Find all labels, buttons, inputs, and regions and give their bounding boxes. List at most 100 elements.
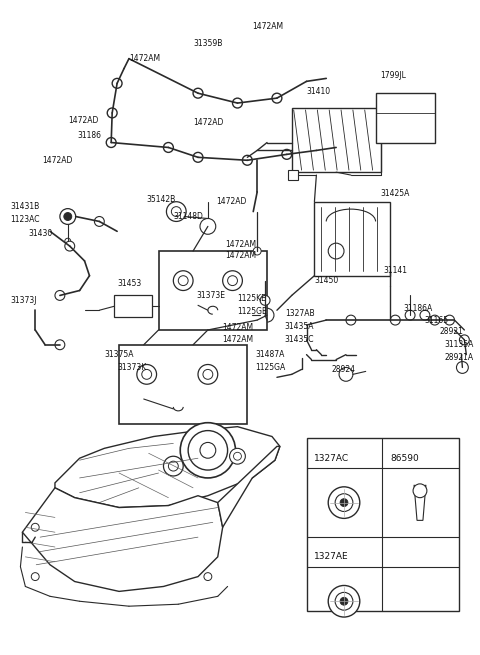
Circle shape <box>459 335 469 345</box>
Circle shape <box>193 88 203 98</box>
Circle shape <box>200 219 216 234</box>
Circle shape <box>228 276 238 286</box>
Circle shape <box>444 315 455 325</box>
Circle shape <box>188 430 228 470</box>
Text: 1472AD: 1472AD <box>68 117 98 125</box>
Text: 1125GA: 1125GA <box>255 363 286 372</box>
Polygon shape <box>23 488 223 591</box>
Circle shape <box>233 453 241 460</box>
Circle shape <box>95 217 104 227</box>
Circle shape <box>340 597 348 605</box>
Text: 1472AM: 1472AM <box>226 240 257 249</box>
Text: 1123AC: 1123AC <box>11 215 40 224</box>
Text: 1472AM: 1472AM <box>223 335 254 345</box>
Circle shape <box>390 315 400 325</box>
Circle shape <box>65 238 71 244</box>
Text: 31435C: 31435C <box>285 335 314 345</box>
Text: 1327AE: 1327AE <box>314 552 349 561</box>
Text: 31487A: 31487A <box>255 350 285 359</box>
Text: 1327AC: 1327AC <box>314 454 349 462</box>
Circle shape <box>171 206 181 217</box>
Circle shape <box>193 153 203 162</box>
Circle shape <box>272 93 282 103</box>
Text: 31135A: 31135A <box>444 340 474 349</box>
Circle shape <box>164 457 183 476</box>
Text: 1472AM: 1472AM <box>129 54 160 63</box>
Circle shape <box>328 487 360 518</box>
Polygon shape <box>55 426 280 508</box>
Text: 1472AM: 1472AM <box>226 252 257 261</box>
Circle shape <box>164 143 173 153</box>
Circle shape <box>200 442 216 458</box>
Text: 1125GE: 1125GE <box>238 307 267 316</box>
Circle shape <box>167 202 186 221</box>
Polygon shape <box>414 485 426 520</box>
Circle shape <box>420 310 430 320</box>
Circle shape <box>65 241 75 251</box>
Circle shape <box>173 271 193 291</box>
Circle shape <box>328 243 344 259</box>
Text: 28921: 28921 <box>440 328 464 337</box>
Bar <box>114 295 152 317</box>
Circle shape <box>242 155 252 165</box>
Circle shape <box>223 271 242 291</box>
Text: 1472AM: 1472AM <box>223 324 254 333</box>
Text: 31453: 31453 <box>117 279 141 288</box>
Circle shape <box>413 484 427 498</box>
Circle shape <box>107 108 117 118</box>
Circle shape <box>339 367 353 381</box>
Circle shape <box>335 494 353 512</box>
Text: 31373K: 31373K <box>117 363 146 372</box>
Circle shape <box>64 213 72 221</box>
Circle shape <box>178 276 188 286</box>
Circle shape <box>260 295 270 305</box>
Circle shape <box>232 98 242 108</box>
Circle shape <box>137 364 156 384</box>
Bar <box>288 170 298 180</box>
Circle shape <box>106 138 116 147</box>
Circle shape <box>31 572 39 580</box>
Bar <box>375 93 435 143</box>
Text: 31431B: 31431B <box>11 202 40 211</box>
Text: 1125KE: 1125KE <box>238 294 266 303</box>
Circle shape <box>430 315 440 325</box>
Text: 31435A: 31435A <box>285 322 314 331</box>
Text: 1472AD: 1472AD <box>193 119 224 127</box>
Circle shape <box>328 586 360 617</box>
Text: 31186: 31186 <box>78 131 102 140</box>
Text: 31141: 31141 <box>384 267 408 275</box>
Text: 86590: 86590 <box>390 454 419 462</box>
Circle shape <box>229 449 245 464</box>
Text: 31165: 31165 <box>425 316 449 325</box>
Circle shape <box>346 315 356 325</box>
Text: 31425A: 31425A <box>381 189 410 198</box>
Text: 31186A: 31186A <box>403 304 432 313</box>
Text: 1327AB: 1327AB <box>285 309 314 318</box>
Circle shape <box>203 369 213 379</box>
Text: 31375A: 31375A <box>104 350 134 359</box>
Circle shape <box>198 364 218 384</box>
Circle shape <box>55 340 65 350</box>
Text: 1472AM: 1472AM <box>252 22 283 31</box>
Circle shape <box>335 592 353 610</box>
Polygon shape <box>218 446 280 527</box>
Bar <box>307 438 459 611</box>
Text: 31450: 31450 <box>314 276 339 285</box>
Text: 31373E: 31373E <box>196 291 225 300</box>
Circle shape <box>142 369 152 379</box>
Circle shape <box>260 309 274 322</box>
Circle shape <box>168 461 178 471</box>
Bar <box>119 345 247 424</box>
Circle shape <box>112 79 122 88</box>
Text: 1472AD: 1472AD <box>42 156 72 165</box>
Circle shape <box>60 209 76 225</box>
Circle shape <box>180 422 236 478</box>
Text: 28921A: 28921A <box>444 353 474 362</box>
Circle shape <box>253 247 261 255</box>
Text: 28924: 28924 <box>331 365 355 374</box>
Bar <box>158 251 267 330</box>
Circle shape <box>340 498 348 506</box>
Text: 31359B: 31359B <box>193 39 222 48</box>
Circle shape <box>282 149 292 159</box>
Circle shape <box>31 523 39 531</box>
